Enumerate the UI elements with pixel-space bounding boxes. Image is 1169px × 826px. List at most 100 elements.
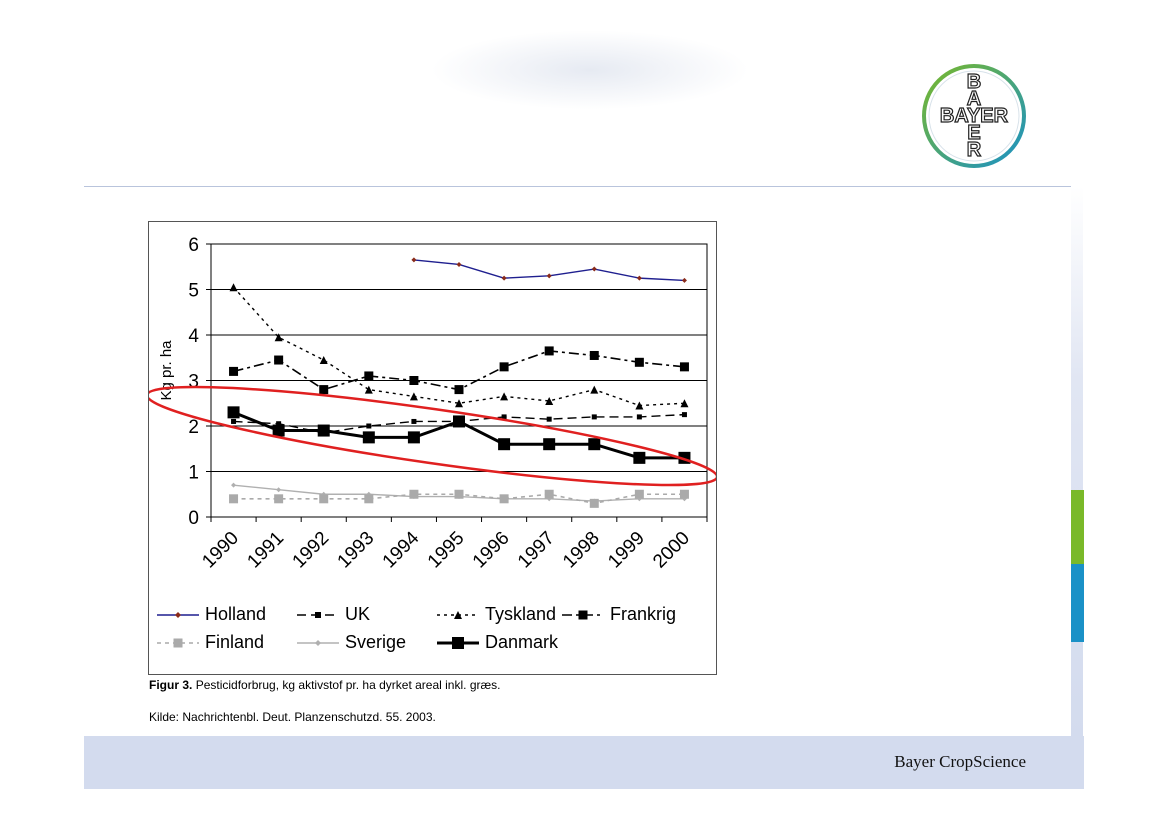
legend-item-danmark: Danmark <box>435 632 558 653</box>
data-point-uk <box>546 416 552 422</box>
y-tick-label: 4 <box>188 326 199 347</box>
data-point-uk <box>366 423 372 429</box>
data-point-holland <box>456 261 462 267</box>
legend-item-uk: UK <box>295 604 370 625</box>
data-point-frankrig <box>409 376 419 385</box>
data-point-holland <box>681 277 687 283</box>
caption-label: Figur 3. <box>149 678 193 692</box>
data-point-frankrig <box>589 350 599 360</box>
data-point-frankrig <box>634 357 644 367</box>
data-point-uk <box>501 414 507 420</box>
data-point-holland <box>411 257 417 263</box>
data-point-finland <box>364 494 374 504</box>
y-axis-label: Kg pr. ha <box>158 340 175 401</box>
legend-item-sverige: Sverige <box>295 632 406 653</box>
x-tick-label: 1997 <box>514 528 559 573</box>
data-point-uk <box>636 414 642 420</box>
header-glow <box>430 30 750 110</box>
right-accent-strip <box>1071 186 1083 736</box>
legend-swatch <box>297 639 339 646</box>
x-tick-label: 1999 <box>604 528 649 573</box>
data-point-danmark <box>588 438 601 451</box>
x-tick-label: 1993 <box>334 528 379 573</box>
figure-caption: Figur 3. Pesticidforbrug, kg aktivstof p… <box>149 678 501 692</box>
svg-text:R: R <box>967 139 982 161</box>
data-point-uk <box>231 418 237 424</box>
data-point-danmark <box>317 424 330 437</box>
data-point-frankrig <box>319 385 329 395</box>
data-point-tyskland <box>364 385 373 394</box>
footer-company: Bayer CropScience <box>894 752 1026 771</box>
data-point-finland <box>544 489 554 499</box>
data-point-sverige <box>276 487 282 493</box>
series-line-frankrig <box>233 350 685 391</box>
data-point-tyskland <box>319 356 328 365</box>
data-point-danmark <box>543 438 556 451</box>
y-tick-label: 3 <box>188 372 199 393</box>
data-point-danmark <box>272 424 285 437</box>
legend-label: Danmark <box>485 632 559 652</box>
data-point-frankrig <box>454 385 464 395</box>
legend-label: Tyskland <box>485 604 557 624</box>
data-point-finland <box>634 489 644 499</box>
data-point-holland <box>546 273 552 279</box>
legend-label: Frankrig <box>610 604 677 624</box>
data-point-finland <box>319 494 329 504</box>
legend-label: Finland <box>205 632 265 652</box>
x-tick-label: 1996 <box>469 528 514 573</box>
x-tick-label: 2000 <box>649 528 694 573</box>
legend-label: Holland <box>205 604 267 624</box>
legend-swatch <box>157 638 199 647</box>
legend-swatch <box>437 610 479 619</box>
x-tick-label: 1994 <box>379 527 424 572</box>
data-point-tyskland <box>229 283 238 292</box>
x-tick-label: 1992 <box>289 528 334 573</box>
legend-swatch <box>297 611 339 618</box>
data-point-holland <box>636 275 642 281</box>
data-point-finland <box>454 489 464 499</box>
data-point-tyskland <box>680 399 689 408</box>
x-tick-label: 1995 <box>424 528 469 573</box>
data-point-finland <box>409 489 419 499</box>
data-point-tyskland <box>635 401 644 410</box>
blue-accent-bar <box>1071 564 1084 642</box>
legend-item-frankrig: Frankrig <box>560 604 676 625</box>
x-tick-label: 1998 <box>559 528 604 573</box>
annotation-ellipse <box>149 385 716 487</box>
data-point-finland <box>679 489 689 499</box>
data-point-holland <box>501 275 507 281</box>
data-point-frankrig <box>499 362 509 372</box>
data-point-tyskland <box>545 396 554 405</box>
data-point-danmark <box>633 451 646 464</box>
data-point-frankrig <box>229 366 239 376</box>
data-point-tyskland <box>409 392 418 401</box>
legend-item-tyskland: Tyskland <box>435 604 556 625</box>
legend-label: UK <box>345 604 371 624</box>
data-point-tyskland <box>455 399 463 408</box>
data-point-frankrig <box>274 355 284 365</box>
data-point-finland <box>499 494 509 504</box>
data-point-tyskland <box>500 392 509 401</box>
y-tick-label: 6 <box>188 235 199 256</box>
data-point-danmark <box>453 415 465 428</box>
data-point-danmark <box>362 431 375 444</box>
data-point-uk <box>411 418 417 424</box>
data-point-frankrig <box>679 362 689 372</box>
legend-swatch <box>157 611 199 618</box>
data-point-finland <box>274 494 284 504</box>
data-point-uk <box>276 421 282 427</box>
legend-swatch <box>562 610 604 619</box>
y-tick-label: 5 <box>188 281 199 302</box>
legend-label: Sverige <box>345 632 407 652</box>
y-tick-label: 0 <box>188 508 199 529</box>
data-point-sverige <box>231 482 237 488</box>
pesticide-chart: 0 1 2 3 4 5 6 1990 1991 1992 1993 1994 1995 1996 1997 1… <box>148 221 717 675</box>
data-point-frankrig <box>364 371 374 381</box>
data-point-uk <box>591 414 597 420</box>
data-point-danmark <box>227 406 240 419</box>
data-point-danmark <box>407 431 420 444</box>
data-point-holland <box>591 266 597 272</box>
legend-item-finland: Finland <box>155 632 264 653</box>
data-point-frankrig <box>544 346 554 356</box>
